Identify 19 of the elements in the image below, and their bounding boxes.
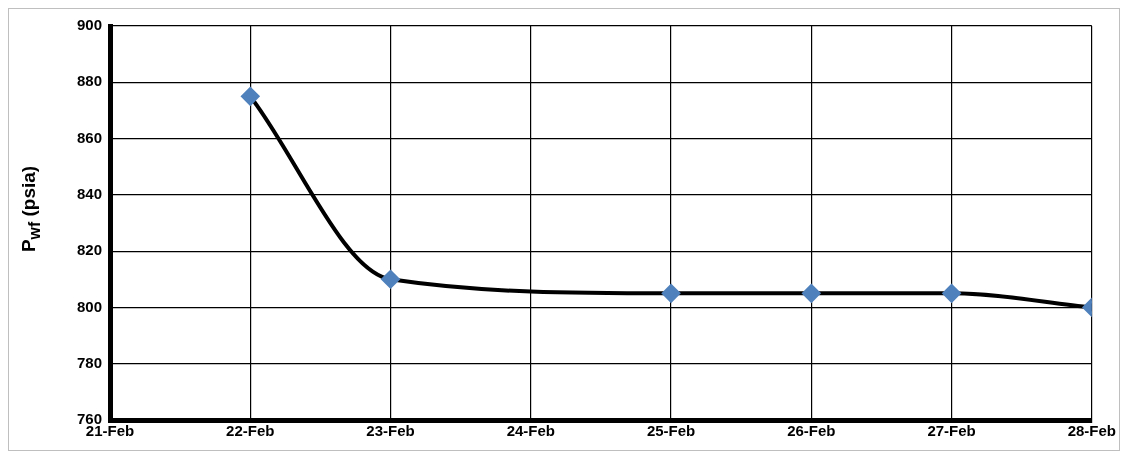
y-tick-label: 860 [77, 128, 103, 146]
y-tick-label: 900 [77, 16, 103, 34]
y-tick-label: 880 [77, 72, 103, 90]
x-tick-label: 22-Feb [226, 422, 275, 440]
x-tick-label: 25-Feb [646, 422, 696, 440]
x-tick-label: 28-Feb [1067, 422, 1117, 440]
point [241, 87, 260, 106]
point [662, 284, 681, 303]
y-tick-label: 820 [77, 241, 103, 259]
point [942, 284, 961, 303]
y-tick-label: 800 [77, 297, 103, 315]
point [802, 284, 821, 303]
x-tick-label: 23-Feb [366, 422, 415, 440]
x-tick-label: 27-Feb [927, 422, 976, 440]
y-tick-label: 780 [77, 353, 103, 371]
x-tick-label: 26-Feb [787, 422, 836, 440]
point [381, 270, 400, 289]
y-tick-label: 840 [77, 185, 103, 202]
x-tick-label: 24-Feb [506, 422, 555, 440]
